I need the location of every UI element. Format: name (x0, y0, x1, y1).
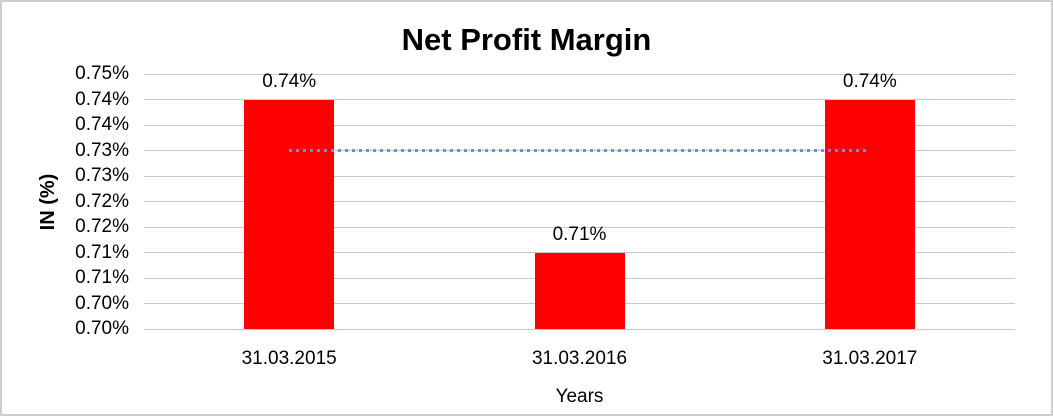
bar-data-label: 0.74% (842, 70, 897, 92)
bar (824, 99, 915, 329)
gridline (144, 99, 1015, 100)
y-tick-label: 0.72% (75, 190, 129, 212)
chart-title: Net Profit Margin (401, 22, 652, 57)
y-tick-label: 0.71% (75, 241, 129, 263)
y-tick-label: 0.74% (75, 114, 129, 135)
x-category-label: 31.03.2015 (241, 348, 337, 369)
gridline (144, 226, 1015, 228)
x-category-label: 31.03.2016 (531, 348, 628, 369)
bar (534, 252, 625, 329)
y-tick-label: 0.74% (75, 88, 129, 110)
y-tick-label: 0.73% (75, 139, 129, 161)
y-tick-label: 0.70% (75, 292, 129, 314)
y-tick-label: 0.72% (75, 216, 129, 237)
gridline (144, 124, 1015, 126)
gridline (144, 328, 1015, 330)
bar (244, 99, 335, 329)
y-tick-label: 0.73% (75, 165, 129, 186)
y-tick-label: 0.70% (75, 318, 129, 339)
trendline (289, 149, 870, 152)
y-tick-label: 0.75% (75, 63, 129, 84)
bar-data-label: 0.74% (262, 70, 317, 92)
x-category-label: 31.03.2017 (822, 348, 918, 369)
gridline (144, 73, 1015, 75)
x-axis-title: Years (555, 386, 604, 407)
gridline (144, 201, 1015, 202)
y-tick-label: 0.71% (75, 267, 129, 288)
gridline (144, 175, 1015, 177)
bar-data-label: 0.71% (552, 223, 607, 245)
